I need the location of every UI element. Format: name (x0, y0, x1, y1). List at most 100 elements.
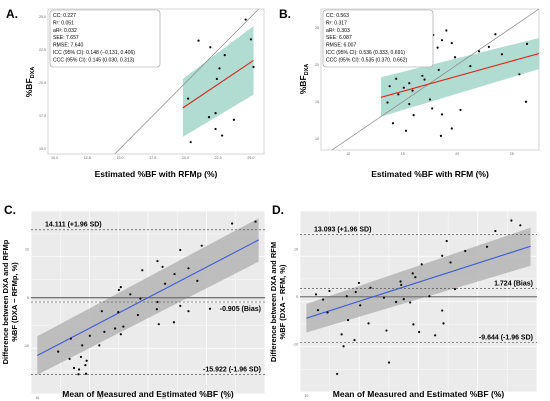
data-point (346, 318, 350, 322)
x-tick-label: 22.5 (215, 156, 222, 160)
stats-line: RMSE: 7.640 (53, 43, 83, 49)
data-point (445, 29, 448, 32)
data-point (214, 112, 217, 115)
x-axis-label: Estimated %BF with RFMp (%) (95, 169, 218, 179)
data-point (98, 344, 101, 347)
y-axis-label-main: %BF (298, 75, 308, 94)
x-tick-label: 15 (401, 152, 405, 156)
data-point (72, 366, 76, 370)
data-point (321, 298, 325, 301)
x-tick-label: 30 (433, 394, 437, 398)
stats-box (49, 9, 161, 68)
panel-a: 10.0 12.5 15.0 17.5 20.0 22.5 25.0 15.0 17.5 20.0… (6, 7, 265, 179)
data-point (385, 329, 388, 332)
data-point (450, 127, 453, 130)
y-tick-label: 10 (315, 137, 319, 141)
data-point (428, 98, 432, 101)
data-point (453, 288, 457, 291)
data-point (404, 129, 408, 132)
data-point (218, 67, 221, 70)
data-point (223, 54, 226, 57)
data-point (369, 286, 372, 289)
data-point (316, 308, 320, 312)
y-axis-label: %BFDXA (298, 64, 310, 95)
confidence-band (306, 227, 531, 333)
data-point (79, 355, 83, 359)
data-point (428, 295, 431, 298)
x-tick-label: 10.0 (51, 156, 58, 160)
data-point (249, 38, 253, 41)
data-point (187, 310, 190, 313)
plot-marks (331, 9, 539, 150)
data-point (209, 46, 212, 49)
data-point (397, 93, 400, 96)
stats-line: ICC (95% CI): 0.536 (0.333, 0.691) (326, 50, 405, 56)
data-point (487, 45, 490, 48)
data-point (434, 334, 437, 337)
data-point (103, 330, 106, 333)
data-point (221, 134, 224, 137)
data-point (189, 141, 192, 144)
x-tick-label: 40 (497, 394, 501, 398)
data-point (314, 293, 318, 296)
y-axis-label-main: %BF (24, 78, 34, 97)
data-point (207, 115, 211, 119)
data-point (395, 77, 398, 80)
stats-box (322, 9, 434, 68)
identity-line (331, 9, 539, 150)
stats-line: ICC (95% CI): 0.148 (−0.131, 0.406) (53, 50, 135, 56)
y-axis-label-line: %BF (DXA − RFM, %) (278, 264, 287, 339)
x-tick-label: 15.0 (117, 156, 124, 160)
data-point (519, 224, 522, 227)
data-point (494, 229, 497, 233)
stats-line: R²: 0.051 (53, 20, 74, 26)
data-point (494, 33, 497, 36)
data-point (141, 269, 144, 272)
data-point (129, 293, 132, 296)
data-point (359, 304, 362, 307)
data-point (119, 285, 122, 289)
data-point (388, 85, 391, 88)
data-point (179, 304, 182, 307)
data-point (200, 244, 203, 247)
data-point (411, 89, 414, 92)
data-point (525, 42, 529, 45)
data-point (453, 56, 457, 59)
data-point (440, 113, 444, 116)
data-point (326, 311, 329, 314)
data-point (391, 122, 395, 125)
x-tick-label: 20 (455, 152, 459, 156)
data-point (157, 323, 160, 326)
lower-limit-label: -15.922 (-1.96 SD) (203, 366, 261, 373)
stats-line: CCC (95% CI): 0.535 (0.370, 0.662) (326, 57, 408, 63)
data-point (353, 338, 356, 342)
data-point (439, 134, 442, 137)
x-tick-label: 40 (225, 396, 229, 400)
data-point (214, 127, 217, 131)
y-tick-label: 25.0 (39, 15, 46, 19)
data-point (77, 368, 81, 371)
data-point (117, 288, 121, 292)
data-point (186, 97, 190, 100)
x-tick-label: 25.0 (247, 156, 254, 160)
x-tick-label: 20.0 (182, 156, 189, 160)
y-tick-label: 10 (25, 248, 29, 252)
data-point (421, 74, 424, 77)
data-point (399, 280, 402, 283)
y-tick-label: 15.0 (39, 147, 46, 151)
data-point (382, 296, 386, 299)
data-point (431, 107, 434, 110)
data-point (173, 272, 176, 276)
stats-line: CCC (95% CI): 0.145 (0.030, 0.313) (53, 57, 135, 63)
data-point (477, 50, 481, 53)
identity-line (114, 9, 260, 154)
stats-line: aR²: 0.032 (53, 28, 77, 34)
y-axis-label-line: %BF (DXA − RFMp, %) (10, 262, 19, 342)
data-point (400, 283, 403, 286)
data-point (136, 313, 139, 317)
data-point (163, 282, 167, 285)
upper-limit-label: 14.111 (+1.96 SD) (45, 222, 102, 229)
data-point (84, 372, 88, 375)
data-point (414, 276, 417, 279)
